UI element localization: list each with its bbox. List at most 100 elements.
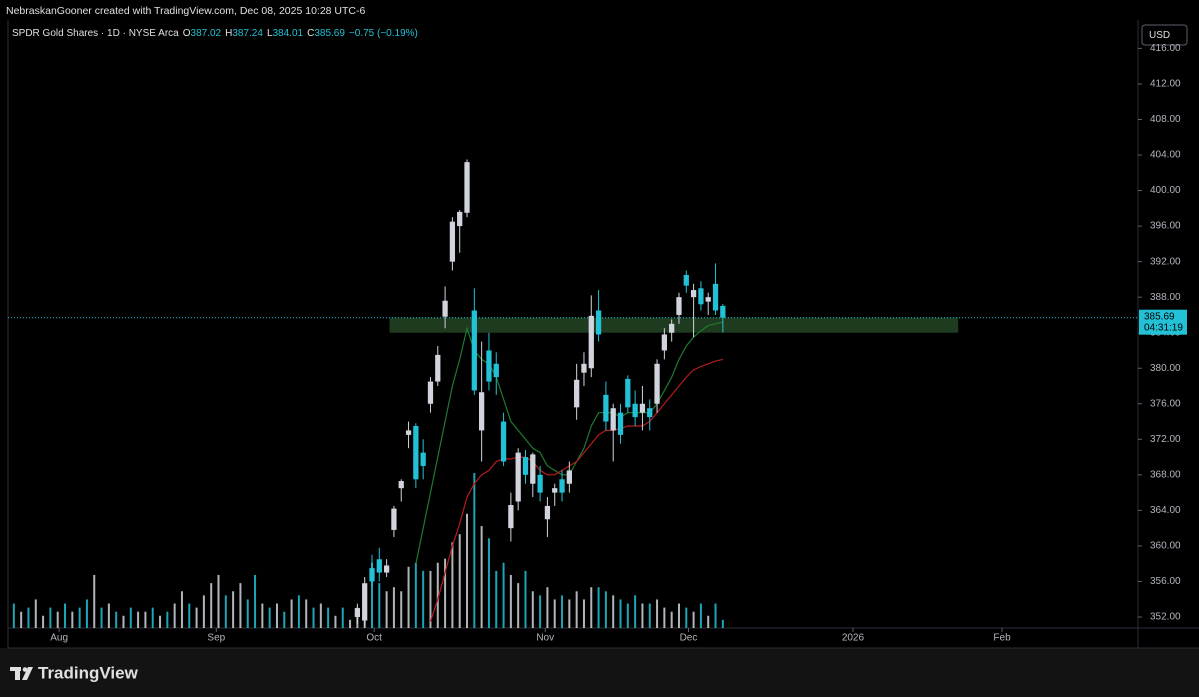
candle-body — [566, 470, 572, 484]
legend-text: SPDR Gold Shares · 1D · NYSE Arca O387.02… — [12, 28, 418, 39]
logo-part — [22, 667, 28, 672]
candle-body — [500, 421, 507, 462]
volume-bar — [180, 591, 183, 628]
volume-bar — [334, 615, 337, 628]
brand: TradingView — [38, 663, 139, 682]
candle-body — [683, 274, 689, 286]
volume-bar — [210, 583, 213, 628]
candle-body — [449, 221, 456, 262]
candle-body — [420, 452, 426, 466]
candle-body — [486, 350, 492, 382]
volume-bar — [444, 558, 447, 628]
volume-bar — [246, 599, 249, 628]
volume-bar — [64, 603, 67, 628]
legend-key: H — [225, 28, 232, 39]
y-tick-label: 404.00 — [1150, 150, 1181, 161]
volume-bar — [619, 599, 622, 628]
volume-bar — [721, 619, 724, 628]
candle-body — [654, 363, 660, 404]
volume-bar — [254, 574, 257, 628]
volume-bar — [115, 611, 118, 628]
volume-bar — [188, 603, 191, 628]
candle-body — [530, 454, 536, 484]
candle-body — [595, 310, 602, 335]
volume-bar — [670, 611, 673, 628]
candle-body — [464, 162, 470, 213]
volume-bar — [531, 591, 534, 628]
volume-bar — [699, 603, 702, 628]
candle-body — [647, 408, 653, 418]
volume-bar — [502, 562, 505, 628]
volume-bar — [466, 513, 469, 628]
candle-body — [661, 334, 667, 351]
y-tick-label: 352.00 — [1150, 612, 1181, 623]
volume-bar — [546, 587, 549, 628]
y-tick-label: 380.00 — [1150, 363, 1181, 374]
volume-bar — [561, 595, 564, 628]
volume-bar — [173, 603, 176, 628]
y-tick-label: 356.00 — [1150, 576, 1181, 587]
volume-bar — [451, 542, 454, 628]
legend-change: −0.75 (−0.19%) — [349, 28, 418, 39]
y-tick-label: 368.00 — [1150, 469, 1181, 480]
volume-bar — [71, 611, 74, 628]
volume-bar — [495, 570, 498, 628]
volume-bar — [685, 607, 688, 628]
y-tick-label: 396.00 — [1150, 221, 1181, 232]
volume-bar — [224, 595, 227, 628]
countdown: 04:31:19 — [1144, 322, 1183, 333]
volume-bar — [480, 526, 483, 628]
legend: SPDR Gold Shares · 1D · NYSE Arca O387.02… — [12, 28, 418, 39]
logo-part — [22, 667, 33, 680]
volume-bar — [122, 615, 125, 628]
x-tick-label: Dec — [680, 633, 698, 644]
volume-bar — [20, 611, 23, 628]
currency[interactable]: USD — [1149, 30, 1170, 41]
candle-body — [669, 323, 675, 333]
legend-value: 387.24 — [232, 28, 263, 39]
candle-body — [544, 505, 551, 520]
volume-bar — [707, 615, 710, 628]
volume-bar — [232, 591, 235, 628]
candle-body — [493, 363, 499, 378]
y-tick-label: 412.00 — [1150, 79, 1181, 90]
candle-body — [376, 559, 382, 573]
candle-body — [405, 430, 412, 435]
volume-bar — [517, 583, 520, 628]
candle-body — [559, 479, 565, 493]
candle-body — [574, 379, 580, 408]
candle-body — [369, 568, 375, 582]
volume-bar — [305, 599, 308, 628]
volume-bar — [378, 583, 381, 628]
volume-bar — [422, 570, 425, 628]
volume-bar — [78, 607, 81, 628]
volume-bar — [429, 570, 432, 628]
candle-body — [676, 297, 682, 315]
volume-bar — [319, 603, 322, 628]
currency-button[interactable] — [1141, 24, 1188, 46]
x-tick-label: Oct — [366, 633, 382, 644]
y-tick-label: 416.00 — [1150, 43, 1181, 54]
y-tick-label: 372.00 — [1150, 434, 1181, 445]
candle-body — [354, 608, 361, 617]
volume-bar — [597, 587, 600, 628]
candle-body — [537, 474, 543, 493]
volume-bar — [392, 587, 395, 628]
candle-body — [435, 354, 441, 382]
volume-bar — [27, 607, 30, 628]
volume-bar — [414, 562, 417, 628]
volume-bar — [217, 574, 220, 628]
volume-bar — [714, 603, 717, 628]
legend-value: 384.01 — [273, 28, 304, 39]
candle-body — [515, 452, 521, 502]
volume-bar — [641, 603, 644, 628]
header-text: NebraskanGooner created with TradingView… — [6, 5, 365, 17]
candle-body — [617, 412, 624, 435]
volume-bar — [56, 611, 59, 628]
y-tick-label: 360.00 — [1150, 541, 1181, 552]
volume-bar — [473, 473, 476, 628]
volume-bar — [509, 574, 512, 628]
candle-body — [471, 310, 477, 391]
